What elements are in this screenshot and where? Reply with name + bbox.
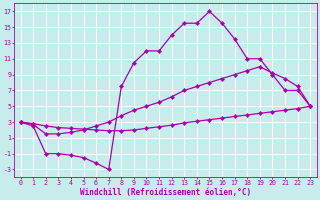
X-axis label: Windchill (Refroidissement éolien,°C): Windchill (Refroidissement éolien,°C) [80, 188, 251, 197]
